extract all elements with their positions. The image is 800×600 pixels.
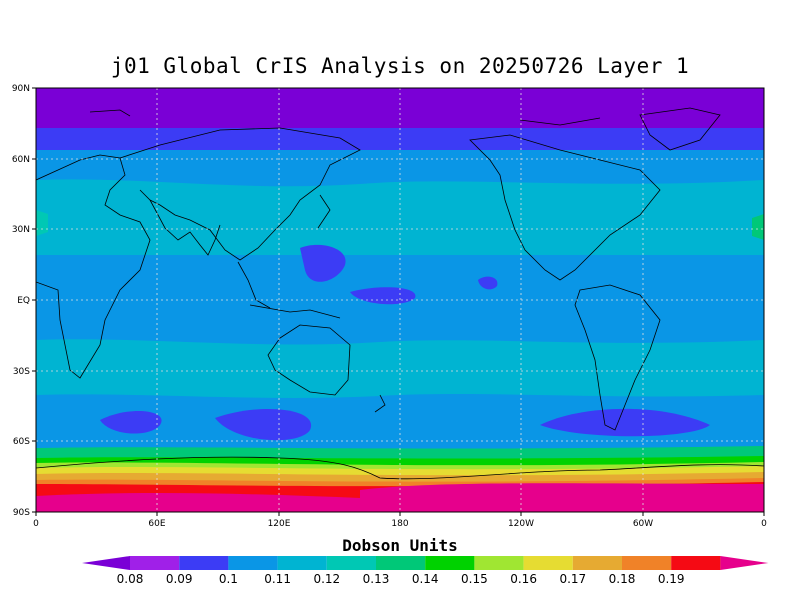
lon-labels: 0 60E 120E 180 120W 60W 0 xyxy=(33,519,767,529)
colorbar-label: 0.12 xyxy=(313,572,340,586)
lon-label-120e: 120E xyxy=(268,519,291,529)
map-title: j01 Global CrIS Analysis on 20250726 Lay… xyxy=(110,54,690,78)
colorbar-label: 0.16 xyxy=(510,572,537,586)
lat-label-60s: 60S xyxy=(13,437,30,447)
lon-label-60w: 60W xyxy=(633,519,653,529)
lat-label-60n: 60N xyxy=(12,155,30,165)
colorbar-swatch xyxy=(622,556,672,570)
colorbar-label: 0.17 xyxy=(559,572,586,586)
lat-label-30n: 30N xyxy=(12,225,30,235)
patch-trop-1 xyxy=(300,244,346,282)
lat-label-90n: 90N xyxy=(12,84,30,94)
colorbar-arrow-left xyxy=(82,556,130,570)
colorbar-swatch xyxy=(179,556,229,570)
lat-label-30s: 30S xyxy=(13,367,30,377)
colorbar-swatch xyxy=(474,556,524,570)
gridlines xyxy=(36,88,764,512)
patch-so-3 xyxy=(540,408,710,437)
lat-label-eq: EQ xyxy=(17,296,30,306)
colorbar-label: 0.18 xyxy=(609,572,636,586)
colorbar-label: 0.15 xyxy=(461,572,488,586)
colorbar-swatch xyxy=(130,556,180,570)
colorbar-swatch xyxy=(277,556,327,570)
colorbar-swatch xyxy=(228,556,278,570)
lon-label-120w: 120W xyxy=(508,519,534,529)
colorbar-swatch xyxy=(572,556,622,570)
band-85s xyxy=(360,483,764,512)
lon-label-0-west: 0 xyxy=(33,519,39,529)
patch-so-1 xyxy=(100,410,162,434)
lon-label-0-east: 0 xyxy=(761,519,767,529)
band-30s xyxy=(36,339,764,405)
patch-trop-3 xyxy=(478,276,498,290)
lat-labels: 90N 60N 30N EQ 30S 60S 90S xyxy=(12,84,30,518)
lon-label-180: 180 xyxy=(391,519,408,529)
lon-label-60e: 60E xyxy=(148,519,165,529)
colorbar-label: 0.11 xyxy=(264,572,291,586)
colorbar-label: 0.1 xyxy=(219,572,238,586)
colorbar-swatch xyxy=(523,556,573,570)
colorbar-label: 0.13 xyxy=(363,572,390,586)
patch-edge-e xyxy=(752,214,764,240)
tick-marks xyxy=(32,87,765,516)
colorbar-swatch xyxy=(376,556,426,570)
band-85s-west xyxy=(36,492,360,512)
patch-so-2 xyxy=(215,408,312,441)
colorbar-swatch xyxy=(425,556,475,570)
colorbar-label: 0.19 xyxy=(658,572,685,586)
colorbar: 0.08 0.09 0.1 0.11 0.12 0.13 0.14 0.15 0.16 0.17 0… xyxy=(82,556,769,586)
colorbar-label: 0.08 xyxy=(117,572,144,586)
lat-label-90s: 90S xyxy=(13,508,30,518)
colorbar-title: Dobson Units xyxy=(342,536,458,555)
colorbar-label: 0.14 xyxy=(412,572,439,586)
colorbar-swatch xyxy=(326,556,376,570)
band-50s xyxy=(36,394,764,450)
colorbar-arrow-right xyxy=(720,556,769,570)
colorbar-label: 0.09 xyxy=(166,572,193,586)
patch-edge-w xyxy=(36,210,48,236)
colorbar-swatch xyxy=(671,556,721,570)
